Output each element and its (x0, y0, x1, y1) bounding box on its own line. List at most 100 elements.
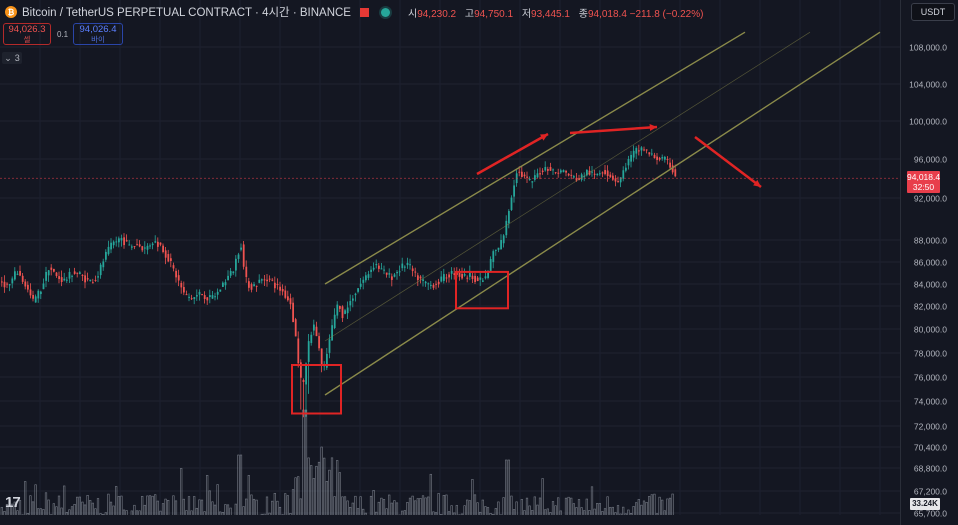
candle-body (541, 170, 544, 173)
candle-body (544, 166, 547, 171)
candle-body (383, 269, 385, 271)
candle-body (40, 291, 42, 295)
candle-body (476, 277, 479, 282)
candle-body (463, 274, 466, 276)
candle-body (37, 290, 40, 299)
candle-body (406, 262, 409, 266)
annotation-box (455, 270, 509, 310)
chart-header: ₿ Bitcoin / TetherUS PERPETUAL CONTRACT … (0, 0, 703, 24)
candle-body (146, 245, 149, 250)
candle-body (183, 287, 185, 293)
candle-body (196, 295, 198, 297)
candle-body (68, 271, 71, 279)
candle-body (617, 181, 619, 183)
candle-body (240, 247, 242, 250)
candle-body (502, 235, 505, 244)
candle-body (534, 175, 536, 180)
buy-price: 94,026.4 (79, 24, 117, 35)
tradingview-logo-icon[interactable]: 17 (5, 494, 21, 511)
candle-body (401, 263, 404, 269)
candle-body (409, 264, 411, 266)
buy-button[interactable]: 94,026.4 바이 (73, 23, 123, 45)
symbol-title[interactable]: Bitcoin / TetherUS PERPETUAL CONTRACT · … (22, 7, 351, 19)
candle-body (482, 280, 484, 282)
candle-body (448, 274, 450, 278)
candle-body (102, 261, 105, 268)
candle-body (489, 259, 492, 272)
candle-body (651, 153, 653, 155)
candle-body (170, 258, 172, 261)
candle-body (526, 176, 528, 178)
candle-body (305, 363, 307, 385)
flag-icon[interactable] (359, 7, 369, 17)
annotation-arrowhead (649, 124, 657, 131)
candle-body (344, 310, 346, 314)
candle-body (453, 273, 456, 275)
volume-bar (310, 465, 313, 521)
candle-body (216, 291, 219, 295)
candle-body (645, 149, 648, 151)
candle-body (125, 240, 128, 242)
candle-body (339, 305, 341, 309)
candle-body (89, 279, 92, 281)
candle-body (427, 283, 430, 285)
candle-body (443, 274, 445, 281)
volume-bar (180, 468, 183, 521)
candle-body (112, 241, 115, 246)
candle-body (201, 294, 203, 296)
time-axis (0, 515, 900, 525)
candle-body (3, 281, 6, 288)
candle-body (131, 246, 133, 248)
candle-body (58, 276, 60, 280)
candle-body (510, 197, 513, 210)
y-tick-label: 96,000.0 (914, 155, 947, 165)
ohlc-low-value: 93,445.1 (531, 8, 570, 20)
candle-body (263, 279, 266, 281)
candle-body (648, 152, 651, 155)
candle-body (539, 173, 541, 175)
y-tick-label: 67,200.0 (914, 487, 947, 497)
candle-body (380, 268, 383, 270)
candle-body (557, 172, 560, 174)
candle-body (528, 178, 531, 181)
y-tick-label: 92,000.0 (914, 194, 947, 204)
candle-body (190, 298, 193, 300)
candle-body (674, 169, 677, 177)
candle-body (604, 170, 606, 175)
candle-body (630, 154, 632, 162)
currency-select[interactable]: USDT (911, 3, 955, 21)
candle-body (450, 270, 453, 274)
candle-body (570, 174, 573, 176)
candle-body (352, 298, 354, 301)
candle-body (255, 285, 258, 287)
candle-body (430, 284, 432, 286)
candle-body (349, 301, 352, 306)
candle-body (105, 251, 107, 260)
candle-body (554, 172, 557, 174)
candle-body (149, 245, 151, 247)
candle-body (188, 296, 190, 298)
candle-body (214, 296, 216, 298)
candle-body (625, 167, 627, 171)
candle-body (73, 271, 76, 274)
candle-body (248, 281, 250, 288)
volume-bar (507, 459, 510, 521)
candle-body (237, 254, 240, 259)
indicators-count: 3 (14, 53, 20, 63)
volume-bar (320, 446, 323, 521)
candle-body (375, 264, 378, 266)
candle-body (172, 265, 175, 269)
candle-body (661, 157, 664, 159)
candle-body (53, 268, 55, 272)
candle-body (505, 220, 508, 236)
sell-label: 셀 (23, 35, 31, 44)
candle-body (141, 246, 144, 251)
sell-button[interactable]: 94,026.3 셀 (3, 23, 51, 45)
candle-body (71, 275, 73, 277)
candle-body (32, 294, 34, 299)
y-tick-label: 70,400.0 (914, 443, 947, 453)
candle-body (177, 275, 180, 281)
indicators-toggle[interactable]: ⌄ 3 (2, 52, 22, 64)
candle-body (50, 267, 53, 270)
